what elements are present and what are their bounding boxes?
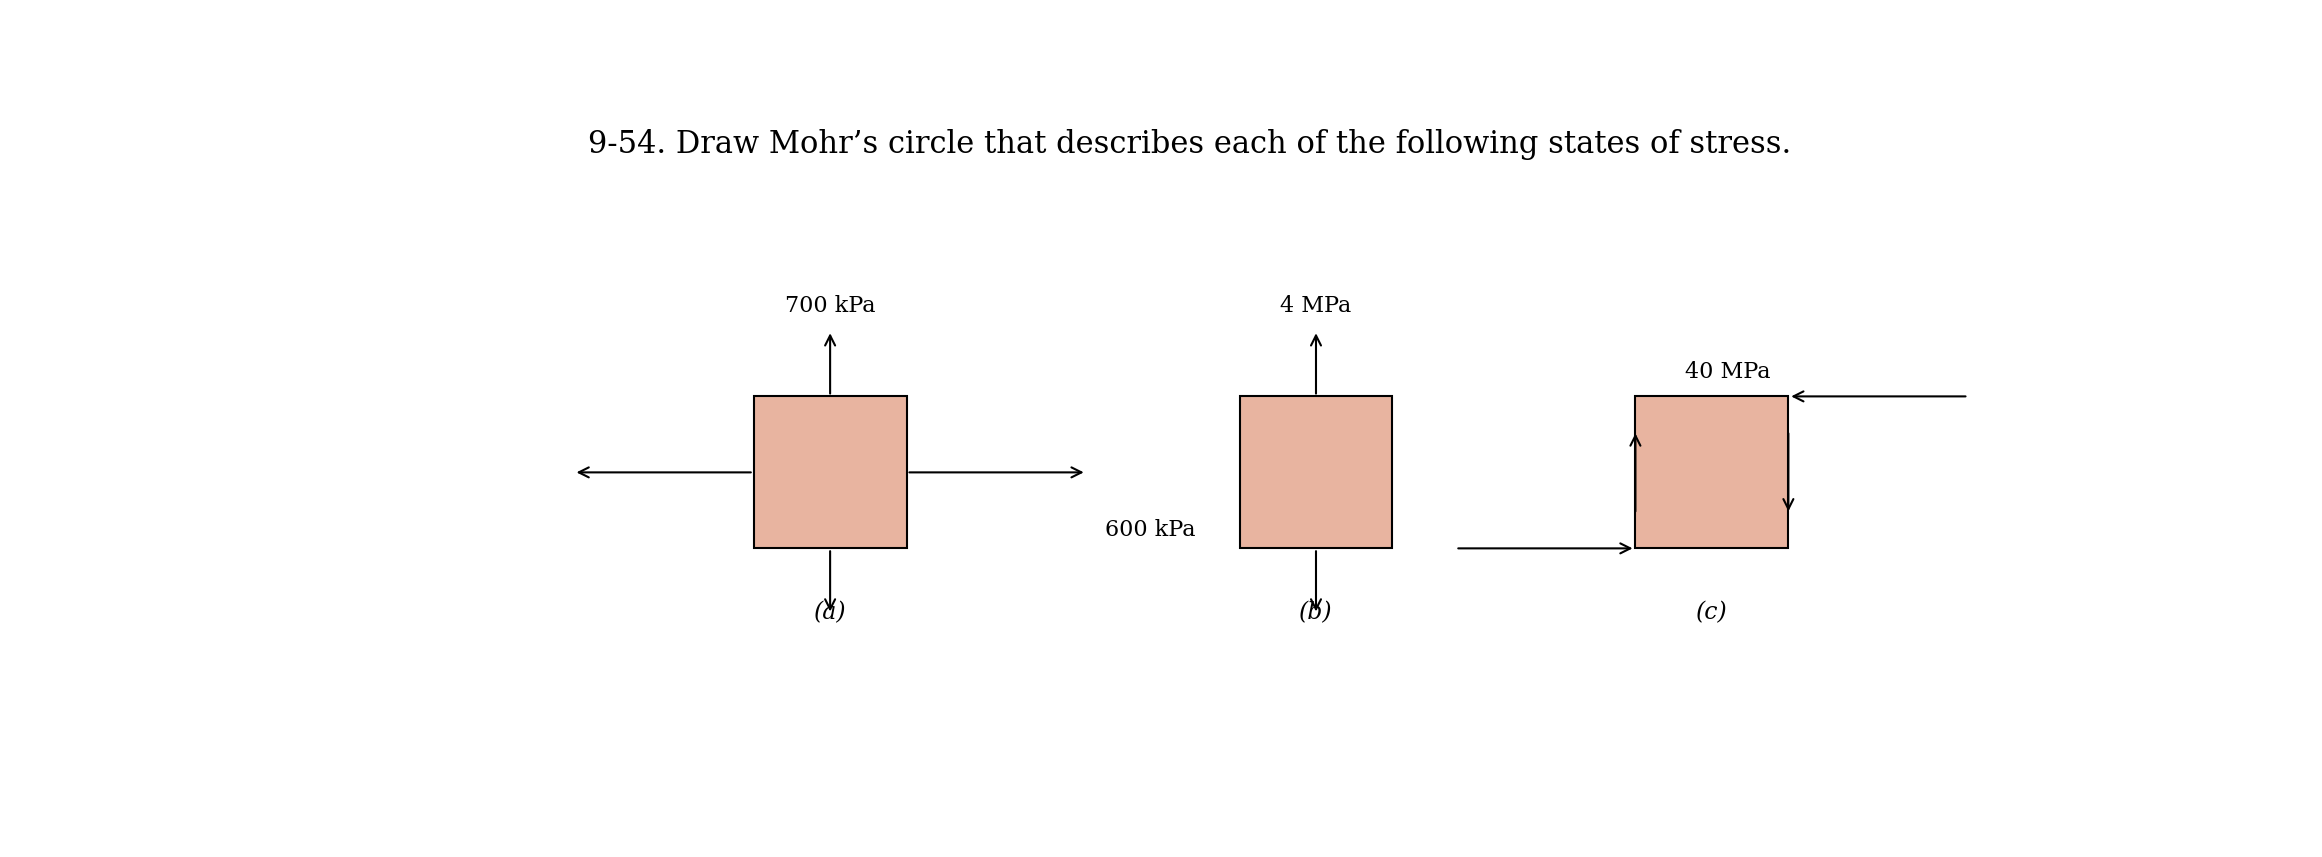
Text: (b): (b) <box>1300 601 1333 624</box>
Text: 40 MPa: 40 MPa <box>1686 361 1769 383</box>
Bar <box>1240 397 1393 548</box>
Text: (c): (c) <box>1695 601 1728 624</box>
Text: 4 MPa: 4 MPa <box>1279 295 1351 317</box>
Text: 700 kPa: 700 kPa <box>785 295 875 317</box>
Text: 600 kPa: 600 kPa <box>1105 518 1196 541</box>
Bar <box>755 397 906 548</box>
Text: (a): (a) <box>813 601 848 624</box>
Text: 9-54. Draw Mohr’s circle that describes each of the following states of stress.: 9-54. Draw Mohr’s circle that describes … <box>587 129 1793 160</box>
Bar <box>1635 397 1788 548</box>
